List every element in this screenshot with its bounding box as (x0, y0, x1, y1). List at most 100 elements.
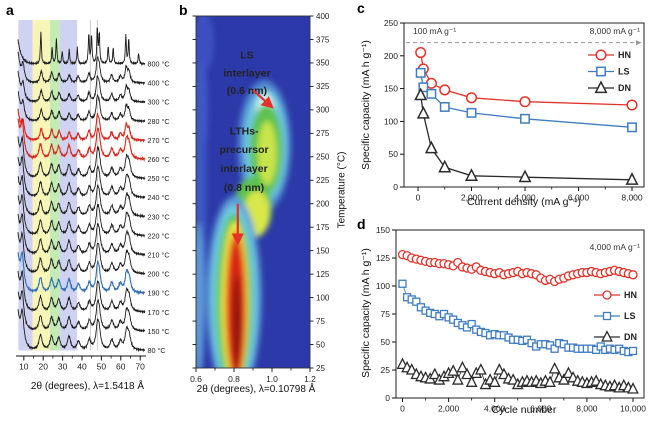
triangle-marker (414, 87, 428, 101)
square-marker (602, 311, 612, 321)
panel-b-yaxis-label: Temperature (°C) (336, 151, 348, 229)
circle-marker (595, 49, 607, 61)
x-tick-label: 10 (19, 362, 29, 372)
y-tick-label: 325 (316, 82, 330, 91)
panel-c-yaxis-label: Specific capacity (mA h g⁻¹) (360, 40, 372, 170)
triangle-marker (601, 330, 613, 342)
x-tick-label: 70 (135, 362, 145, 372)
y-tick-label: 0 (385, 393, 390, 403)
xrd-curve (17, 213, 146, 257)
y-tick-label: 400 (316, 12, 330, 21)
triangle-marker (424, 140, 438, 154)
y-tick-label: 100 (376, 281, 390, 291)
circle-marker (602, 290, 612, 300)
triangle-marker (428, 367, 441, 380)
triangle-marker (627, 382, 639, 394)
xrd-curve (17, 230, 146, 275)
heatmap-annotations: LS interlayer (0.6 nm) LTHs-precursor interl… (220, 49, 274, 246)
triangle-marker (625, 172, 639, 185)
triangle-marker (447, 364, 460, 376)
xrd-curve (17, 135, 146, 181)
y-tick-label: 125 (316, 270, 330, 279)
square-marker (467, 319, 476, 329)
x-tick-label: 1.0 (266, 374, 278, 384)
y-tick-label: 0 (393, 182, 398, 192)
xrd-curve (17, 290, 146, 333)
xrd-curve (17, 175, 145, 219)
series-HN (397, 249, 638, 287)
legend: HN LS DN (588, 49, 631, 94)
triangle-marker (464, 168, 479, 181)
x-tick-label: 0 (400, 404, 405, 414)
contour-blob (196, 58, 209, 162)
temperature-label: 190 °C (148, 289, 170, 298)
panel-d-yaxis-label: Specific capacity (mA h g⁻¹) (360, 248, 372, 378)
y-tick-label: 250 (316, 153, 330, 162)
plot-area: 0 50 100 150 200 250 0 2,000 4,000 6,000 8,000 HN LS… (384, 18, 645, 203)
square-marker (520, 113, 530, 124)
triangle-marker (557, 373, 570, 385)
temperature-label: 200 °C (148, 270, 170, 279)
y-tick-label: 350 (316, 59, 330, 68)
circle-marker (465, 92, 478, 104)
series-DN (414, 87, 639, 185)
y-tick-label: 150 (376, 225, 390, 235)
triangle-marker (416, 105, 430, 119)
temperature-label: 240 °C (148, 193, 170, 202)
square-marker (415, 67, 426, 78)
y-tick-label: 25 (316, 364, 325, 373)
legend-label: HN (618, 50, 631, 60)
y-tick-label: 225 (316, 176, 330, 185)
square-marker (627, 122, 637, 133)
triangle-marker (594, 80, 608, 94)
circle-marker (415, 46, 427, 59)
heatmap-axes: 25 50 75 100 125 150 175 200 225 250 275 300 325 350 3… (190, 12, 330, 384)
x-tick-label: 4,000 (484, 404, 506, 414)
y-tick-label: 50 (316, 340, 325, 349)
panel-d-current-annotation: 4,000 mA g⁻¹ (589, 242, 640, 252)
xrd-curve (17, 27, 146, 67)
y-tick-label: 200 (316, 200, 330, 209)
panel-c-high-rate-annotation: 8,000 mA g⁻¹ (589, 26, 640, 36)
plot-frame (403, 22, 645, 188)
x-tick-label: 40 (77, 362, 87, 372)
temperature-label: 150 °C (148, 327, 170, 336)
y-tick-label: 375 (316, 35, 330, 44)
panel-label-b: b (179, 2, 188, 18)
temperature-label: 80 °C (148, 346, 166, 355)
annotation-text: interlayer (223, 67, 270, 79)
rate-capability-chart: 0 50 100 150 200 250 0 2,000 4,000 6,000 8,000 HN LS… (384, 18, 645, 203)
dashed-line-arrowhead (636, 40, 642, 46)
xrd-curve (17, 194, 145, 238)
panel-label-c: c (357, 0, 365, 16)
heatmap-contours (196, 16, 291, 368)
annotation-arrow (252, 89, 274, 109)
temperature-label: 230 °C (148, 212, 170, 221)
y-tick-label: 75 (316, 317, 325, 326)
y-tick-label: 125 (376, 253, 390, 263)
triangle-marker (456, 360, 469, 373)
annotation-text: precursor (220, 144, 269, 156)
legend-label: DN (618, 83, 631, 93)
y-tick-label: 300 (316, 106, 330, 115)
contour-blob (257, 121, 277, 185)
contour-blob (196, 222, 205, 368)
triangle-marker (518, 169, 532, 183)
x-tick-label: 8,000 (576, 404, 598, 414)
x-tick-label: 30 (58, 362, 68, 372)
triangle-marker (405, 363, 418, 375)
y-tick-label: 25 (381, 365, 391, 375)
triangle-marker (451, 373, 464, 385)
x-tick-label: 2,000 (461, 193, 483, 203)
temperature-label: 250 °C (148, 174, 170, 183)
y-tick-label: 200 (384, 51, 398, 61)
temperature-label: 270 °C (148, 136, 170, 145)
x-tick-label: 50 (97, 362, 107, 372)
square-marker (412, 297, 421, 306)
legend-label: LS (624, 311, 636, 321)
xrd-curve (17, 51, 146, 86)
panel-c-xaxis-label: Current density (mA g⁻¹) (466, 196, 582, 208)
panel-label-d: d (357, 216, 366, 232)
square-marker (418, 82, 429, 93)
xrd-curve (17, 70, 146, 104)
